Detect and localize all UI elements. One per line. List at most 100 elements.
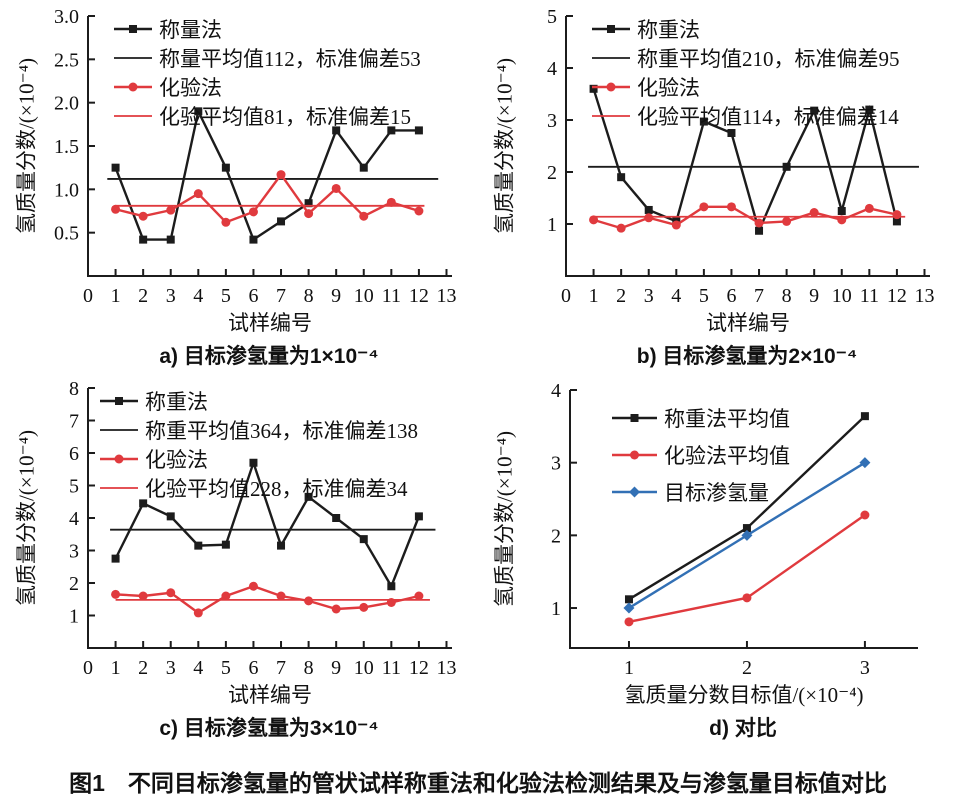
y-axis-label: 氢质量分数/(×10⁻⁴) <box>14 58 38 234</box>
y-tick-label: 2 <box>547 162 557 184</box>
x-tick-label: 10 <box>354 285 374 307</box>
data-series <box>624 412 869 604</box>
y-tick-label: 5 <box>547 6 557 28</box>
y-tick-label: 2 <box>551 525 561 547</box>
x-tick-label: 2 <box>138 285 148 307</box>
x-tick-label: 11 <box>382 657 401 679</box>
x-tick-label: 1 <box>589 285 599 307</box>
x-tick-label: 11 <box>860 285 879 307</box>
y-tick-label: 1 <box>69 606 79 628</box>
x-tick-label: 9 <box>331 285 341 307</box>
data-series <box>624 510 870 627</box>
y-axis-label: 氢质量分数/(×10⁻⁴) <box>492 431 516 607</box>
y-tick-label: 8 <box>69 378 79 400</box>
x-tick-label: 3 <box>166 657 176 679</box>
x-tick-label: 13 <box>436 285 456 307</box>
legend-label: 化验平均值81，标准偏差15 <box>159 105 411 129</box>
data-series <box>111 170 424 227</box>
y-axis-label: 氢质量分数/(×10⁻⁴) <box>492 58 516 234</box>
x-tick-label: 4 <box>193 285 203 307</box>
x-tick-label: 7 <box>276 285 286 307</box>
y-tick-label: 5 <box>69 476 79 498</box>
x-tick-label: 4 <box>671 285 681 307</box>
data-series <box>623 457 871 614</box>
legend-label: 化验平均值114，标准偏差14 <box>637 105 899 129</box>
tick-labels: 1 2 3 4 1 2 3 <box>551 380 870 679</box>
panel-d-caption: d) 对比 <box>709 717 777 740</box>
x-tick-label: 5 <box>221 657 231 679</box>
y-tick-label: 4 <box>69 508 79 530</box>
x-tick-label: 4 <box>193 657 203 679</box>
panel-a: 0.5 1.0 1.5 2.0 2.5 3.0 0 1 2 3 4 5 6 7 8 9 10 11 12 13 试样编号… <box>0 2 478 374</box>
tick-labels: 0.51.01.52.02.53.00 1 2 3 4 5 6 7 8 9 10 11 12 13 <box>54 6 456 307</box>
x-tick-label: 12 <box>409 285 429 307</box>
legend-label: 称量法 <box>159 18 222 42</box>
x-tick-label: 13 <box>914 285 934 307</box>
x-tick-label: 9 <box>331 657 341 679</box>
data-series <box>111 107 423 244</box>
axes <box>87 15 452 277</box>
x-tick-label: 3 <box>166 285 176 307</box>
x-tick-label: 2 <box>616 285 626 307</box>
y-tick-label: 4 <box>551 380 561 402</box>
x-axis-label: 试样编号 <box>228 311 312 335</box>
x-tick-label: 0 <box>83 657 93 679</box>
legend-label: 称重平均值210，标准偏差95 <box>637 47 900 71</box>
legend-label: 化验法 <box>145 448 208 472</box>
x-tick-label: 6 <box>248 657 258 679</box>
x-tick-label: 0 <box>561 285 571 307</box>
x-tick-label: 7 <box>754 285 764 307</box>
panel-d: 1 2 3 4 1 2 3 氢质量分数目标值/(×10⁻⁴) 氢质量分数/(×10⁻⁴) 称重法平… <box>478 374 956 746</box>
x-tick-label: 7 <box>276 657 286 679</box>
chart-a-canvas: 0.51.01.52.02.53.00 1 2 3 4 5 6 7 8 9 10 11 12 13试样编号… <box>14 6 456 335</box>
y-tick-label: 1 <box>551 598 561 620</box>
x-tick-label: 2 <box>742 657 752 679</box>
figure-caption: 图1 不同目标渗氢量的管状试样称重法和化验法检测结果及与渗氢量目标值对比 <box>69 770 887 796</box>
x-tick-label: 2 <box>138 657 148 679</box>
y-tick-label: 1.0 <box>54 179 79 201</box>
data-series <box>111 458 423 591</box>
x-tick-label: 1 <box>111 657 121 679</box>
panel-b: 1 2 3 4 5 0 1 2 3 4 5 6 7 8 9 10 11 12 13 试样编号 氢质量分数/(×10⁻⁴)… <box>478 2 956 374</box>
x-tick-label: 8 <box>782 285 792 307</box>
legend-label: 称重法 <box>145 390 208 414</box>
y-tick-label: 1 <box>547 214 557 236</box>
x-tick-label: 13 <box>436 657 456 679</box>
x-tick-label: 5 <box>699 285 709 307</box>
x-tick-label: 11 <box>382 285 401 307</box>
y-tick-label: 7 <box>69 411 79 433</box>
legend-label: 化验法平均值 <box>664 444 790 468</box>
x-tick-label: 1 <box>111 285 121 307</box>
x-tick-label: 3 <box>860 657 870 679</box>
x-tick-label: 0 <box>83 285 93 307</box>
panel-a-caption: a) 目标渗氢量为1×10⁻⁴ <box>159 345 379 368</box>
x-axis-label: 氢质量分数目标值/(×10⁻⁴) <box>624 683 863 707</box>
y-tick-label: 1.5 <box>54 136 79 158</box>
legend-label: 称重法 <box>637 18 700 42</box>
data-series <box>111 581 424 618</box>
x-tick-label: 6 <box>726 285 736 307</box>
x-tick-label: 6 <box>248 285 258 307</box>
legend-label: 化验法 <box>637 76 700 100</box>
y-tick-label: 2.0 <box>54 93 79 115</box>
x-axis-label: 试样编号 <box>706 311 790 335</box>
x-tick-label: 12 <box>887 285 907 307</box>
axes <box>565 15 930 277</box>
x-tick-label: 9 <box>809 285 819 307</box>
legend-label: 目标渗氢量 <box>664 481 769 505</box>
legend-label: 化验法 <box>159 76 222 100</box>
panel-c: 1 2 3 4 5 6 7 8 0 1 2 3 4 5 6 7 8 9 10 11 12 13 试样编号 氢质量分数/(×10… <box>0 374 478 746</box>
axes <box>87 387 452 649</box>
y-tick-label: 3 <box>69 541 79 563</box>
y-tick-label: 3 <box>551 453 561 475</box>
y-tick-label: 3 <box>547 110 557 132</box>
y-tick-label: 4 <box>547 58 557 80</box>
